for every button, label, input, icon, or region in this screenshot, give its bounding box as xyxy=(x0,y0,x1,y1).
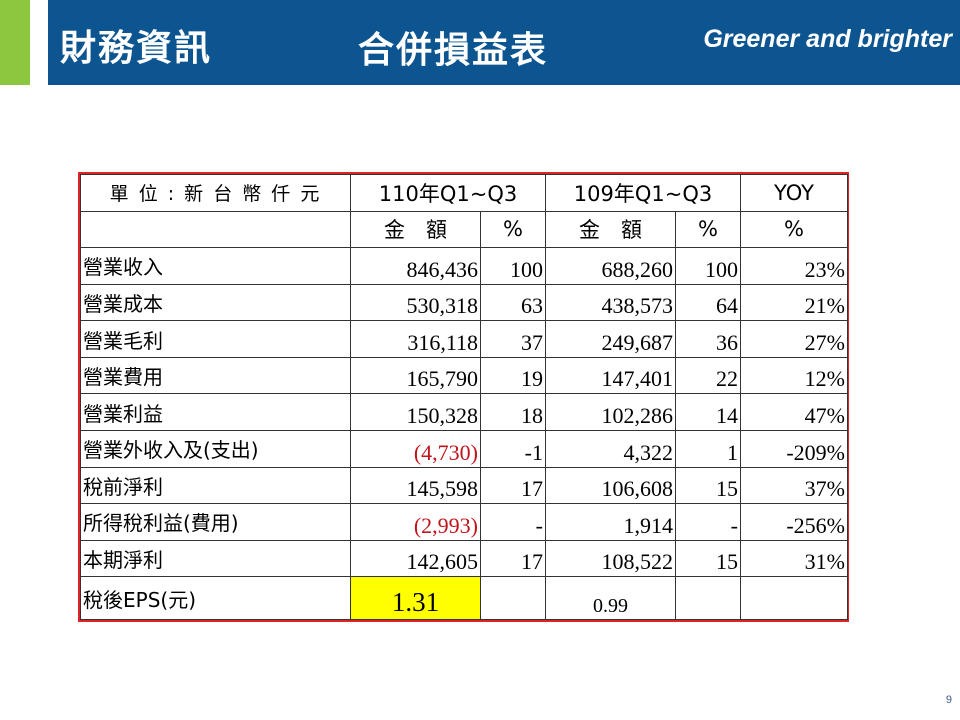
yoy-pct: 21% xyxy=(740,283,848,322)
current-amount: (2,993) xyxy=(350,503,481,541)
current-pct: 18 xyxy=(480,393,546,431)
header-bar: 財務資訊 合併損益表 Greener and brighter xyxy=(48,0,960,85)
amount-header-current: 金 額 xyxy=(350,210,481,249)
prior-amount: 438,573 xyxy=(545,283,676,322)
current-pct: -1 xyxy=(480,429,546,468)
accent-bar xyxy=(0,0,30,85)
header-row-columns: 金 額 % 金 額 % % xyxy=(80,210,848,249)
current-pct: 17 xyxy=(480,539,546,578)
current-amount: (4,730) xyxy=(350,429,481,468)
prior-pct: 15 xyxy=(675,466,741,505)
yoy-pct: 47% xyxy=(740,393,848,431)
table-row: 營業毛利 316,118 37 249,687 36 27% xyxy=(80,320,848,358)
pct-header-yoy: % xyxy=(740,210,848,249)
yoy-pct: 12% xyxy=(740,356,848,395)
prior-pct: 14 xyxy=(675,393,741,431)
prior-amount: 1,914 xyxy=(545,503,676,541)
yoy-pct: 31% xyxy=(740,539,848,578)
page-number: 9 xyxy=(945,694,952,706)
eps-current: 1.31 xyxy=(350,576,481,620)
section-title: 財務資訊 xyxy=(60,28,213,69)
row-label: 營業毛利 xyxy=(80,320,351,358)
current-amount: 165,790 xyxy=(350,356,481,395)
current-pct: 17 xyxy=(480,466,546,505)
prior-amount: 108,522 xyxy=(545,539,676,578)
yoy-pct: 23% xyxy=(740,247,848,285)
table-row: 稅前淨利 145,598 17 106,608 15 37% xyxy=(80,466,848,505)
prior-amount: 4,322 xyxy=(545,429,676,468)
table-row: 所得稅利益(費用) (2,993) -1,914- -256% xyxy=(80,503,848,541)
current-pct: 100 xyxy=(480,247,546,285)
yoy-pct: 27% xyxy=(740,320,848,358)
current-pct: 63 xyxy=(480,283,546,322)
prior-pct: 1 xyxy=(675,429,741,468)
period-prior-header: 109年Q1~Q3 xyxy=(545,174,741,212)
yoy-pct: -209% xyxy=(740,429,848,468)
pct-header-prior: % xyxy=(675,210,741,249)
current-pct: 37 xyxy=(480,320,546,358)
row-label: 所得稅利益(費用) xyxy=(80,503,351,541)
income-statement-table: 單 位 : 新 台 幣 仟 元 110年Q1~Q3 109年Q1~Q3 YOY … xyxy=(78,172,849,622)
table-row: 營業費用 165,790 19 147,401 22 12% xyxy=(80,356,848,395)
current-amount: 316,118 xyxy=(350,320,481,358)
row-label: 營業外收入及(支出) xyxy=(80,429,351,468)
table-row: 營業外收入及(支出) (4,730) -1 4,322 1 -209% xyxy=(80,429,848,468)
eps-row: 稅後EPS(元) 1.31 0.99 xyxy=(80,576,848,620)
prior-pct: 36 xyxy=(675,320,741,358)
prior-pct: 100 xyxy=(675,247,741,285)
table-row: 營業成本 530,318 63 438,573 64 21% xyxy=(80,283,848,322)
eps-current-pct xyxy=(480,576,546,620)
current-amount: 530,318 xyxy=(350,283,481,322)
eps-label: 稅後EPS(元) xyxy=(80,576,351,620)
table-row: 本期淨利 142,605 17 108,522 15 31% xyxy=(80,539,848,578)
prior-amount: 106,608 xyxy=(545,466,676,505)
eps-yoy xyxy=(740,576,848,620)
row-label: 營業利益 xyxy=(80,393,351,431)
current-amount: 846,436 xyxy=(350,247,481,285)
prior-pct: - xyxy=(675,503,741,541)
yoy-pct: 37% xyxy=(740,466,848,505)
table-row: 營業收入 846,436 100 688,260 100 23% xyxy=(80,247,848,285)
row-label: 營業費用 xyxy=(80,356,351,395)
prior-amount: 147,401 xyxy=(545,356,676,395)
prior-amount: 688,260 xyxy=(545,247,676,285)
eps-prior-pct xyxy=(675,576,741,620)
row-label: 本期淨利 xyxy=(80,539,351,578)
prior-amount: 249,687 xyxy=(545,320,676,358)
row-label: 營業收入 xyxy=(80,247,351,285)
prior-amount: 102,286 xyxy=(545,393,676,431)
prior-pct: 22 xyxy=(675,356,741,395)
table-row: 營業利益 150,328 18 102,286 14 47% xyxy=(80,393,848,431)
prior-pct: 15 xyxy=(675,539,741,578)
slogan: Greener and brighter xyxy=(703,25,952,53)
header-row-periods: 單 位 : 新 台 幣 仟 元 110年Q1~Q3 109年Q1~Q3 YOY xyxy=(80,174,848,212)
period-current-header: 110年Q1~Q3 xyxy=(350,174,546,212)
current-amount: 142,605 xyxy=(350,539,481,578)
row-label: 稅前淨利 xyxy=(80,466,351,505)
prior-pct: 64 xyxy=(675,283,741,322)
amount-header-prior: 金 額 xyxy=(545,210,676,249)
current-amount: 145,598 xyxy=(350,466,481,505)
current-pct: 19 xyxy=(480,356,546,395)
row-label: 營業成本 xyxy=(80,283,351,322)
unit-label: 單 位 : 新 台 幣 仟 元 xyxy=(80,174,351,212)
yoy-header: YOY xyxy=(740,174,848,212)
yoy-pct: -256% xyxy=(740,503,848,541)
pct-header-current: % xyxy=(480,210,546,249)
current-pct: - xyxy=(480,503,546,541)
blank-cell xyxy=(80,210,351,249)
page-title: 合併損益表 xyxy=(358,30,549,71)
eps-prior: 0.99 xyxy=(545,576,676,620)
current-amount: 150,328 xyxy=(350,393,481,431)
